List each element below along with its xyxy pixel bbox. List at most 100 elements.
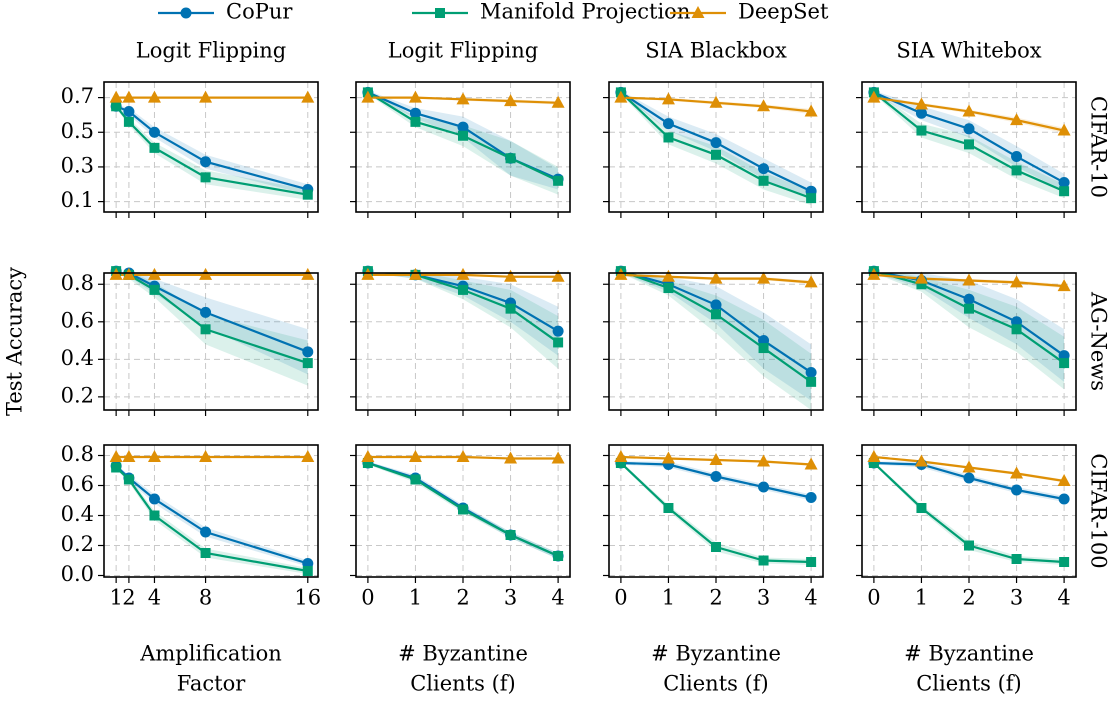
point xyxy=(458,130,468,141)
point xyxy=(963,123,975,135)
confidence-band xyxy=(620,273,812,410)
point xyxy=(710,299,722,311)
axes-frame xyxy=(608,81,824,213)
point xyxy=(456,267,470,280)
point xyxy=(963,472,975,484)
point xyxy=(147,450,161,462)
point xyxy=(122,267,136,280)
x-axis-label: Clients (f) xyxy=(663,672,769,696)
point xyxy=(553,551,564,561)
point xyxy=(302,566,313,576)
point xyxy=(149,142,160,153)
x-tick-label: 4 xyxy=(148,586,161,610)
panel xyxy=(104,445,318,577)
point xyxy=(123,116,134,127)
point xyxy=(553,175,564,186)
axes-frame xyxy=(861,272,1077,411)
point xyxy=(805,366,817,378)
axes-frame xyxy=(103,444,319,578)
y-tick-label: 0.2 xyxy=(61,383,94,407)
y-tick-label: 0.6 xyxy=(61,472,94,496)
point xyxy=(709,95,723,108)
x-tick-label: 3 xyxy=(504,586,517,610)
point xyxy=(122,90,136,103)
x-tick-label: 8 xyxy=(199,586,212,610)
axes-frame xyxy=(608,272,824,411)
x-axis-label: # Byzantine xyxy=(398,642,528,666)
point xyxy=(962,460,976,473)
point xyxy=(867,267,881,280)
y-tick-label: 0.0 xyxy=(61,562,94,586)
point xyxy=(199,90,213,103)
point xyxy=(614,450,628,462)
y-tick-label: 0.2 xyxy=(61,532,94,556)
point xyxy=(757,99,771,112)
point xyxy=(663,132,674,143)
point xyxy=(711,309,721,320)
y-tick-label: 0.7 xyxy=(61,84,94,108)
x-tick-label: 3 xyxy=(757,586,770,610)
axes-frame xyxy=(608,444,824,578)
point xyxy=(362,458,373,468)
point xyxy=(758,163,770,175)
point xyxy=(1059,186,1070,197)
point xyxy=(1057,279,1071,292)
panel-title: SIA Blackbox xyxy=(645,39,787,63)
panel xyxy=(104,273,318,410)
point xyxy=(504,94,518,107)
point xyxy=(1011,151,1023,163)
x-axis-label: # Byzantine xyxy=(651,642,781,666)
x-axis-label: Clients (f) xyxy=(410,672,516,696)
point xyxy=(709,271,723,284)
x-axis-label: # Byzantine xyxy=(904,642,1034,666)
point xyxy=(301,450,315,462)
point xyxy=(758,481,770,493)
point xyxy=(552,325,564,337)
point xyxy=(551,269,565,282)
series-line xyxy=(115,465,309,565)
point xyxy=(709,453,723,465)
confidence-band xyxy=(116,273,308,386)
point xyxy=(200,526,212,538)
point xyxy=(361,90,375,103)
x-tick-label: 2 xyxy=(456,586,469,610)
point xyxy=(456,92,470,105)
confidence-band xyxy=(873,273,1065,382)
point xyxy=(806,557,817,567)
point xyxy=(1010,466,1024,479)
confidence-band xyxy=(620,273,812,401)
x-tick-label: 2 xyxy=(962,586,975,610)
y-tick-label: 0.6 xyxy=(61,308,94,332)
legend-marker xyxy=(435,8,445,18)
x-axis-label: Clients (f) xyxy=(916,672,1022,696)
point xyxy=(123,474,134,485)
x-tick-label: 16 xyxy=(294,586,321,610)
point xyxy=(1057,123,1071,136)
x-tick-label: 2 xyxy=(122,586,135,610)
point xyxy=(200,172,211,183)
point xyxy=(758,555,769,566)
point xyxy=(551,95,565,108)
point xyxy=(867,90,881,103)
legend-label: DeepSet xyxy=(738,0,829,24)
point xyxy=(456,450,470,462)
point xyxy=(457,121,469,133)
row-label: CIFAR-10 xyxy=(1087,96,1111,198)
point xyxy=(914,97,928,110)
axes-frame xyxy=(355,272,571,411)
point xyxy=(147,267,161,280)
point xyxy=(122,450,136,462)
point xyxy=(553,337,564,348)
point xyxy=(504,451,518,464)
point xyxy=(914,271,928,284)
axes-frame xyxy=(103,272,319,411)
point xyxy=(964,540,974,551)
point xyxy=(663,283,674,294)
point xyxy=(1058,177,1070,189)
point xyxy=(661,92,675,105)
point xyxy=(962,273,976,286)
point xyxy=(111,101,122,112)
point xyxy=(758,343,769,354)
point xyxy=(963,293,975,305)
panel xyxy=(609,273,823,410)
